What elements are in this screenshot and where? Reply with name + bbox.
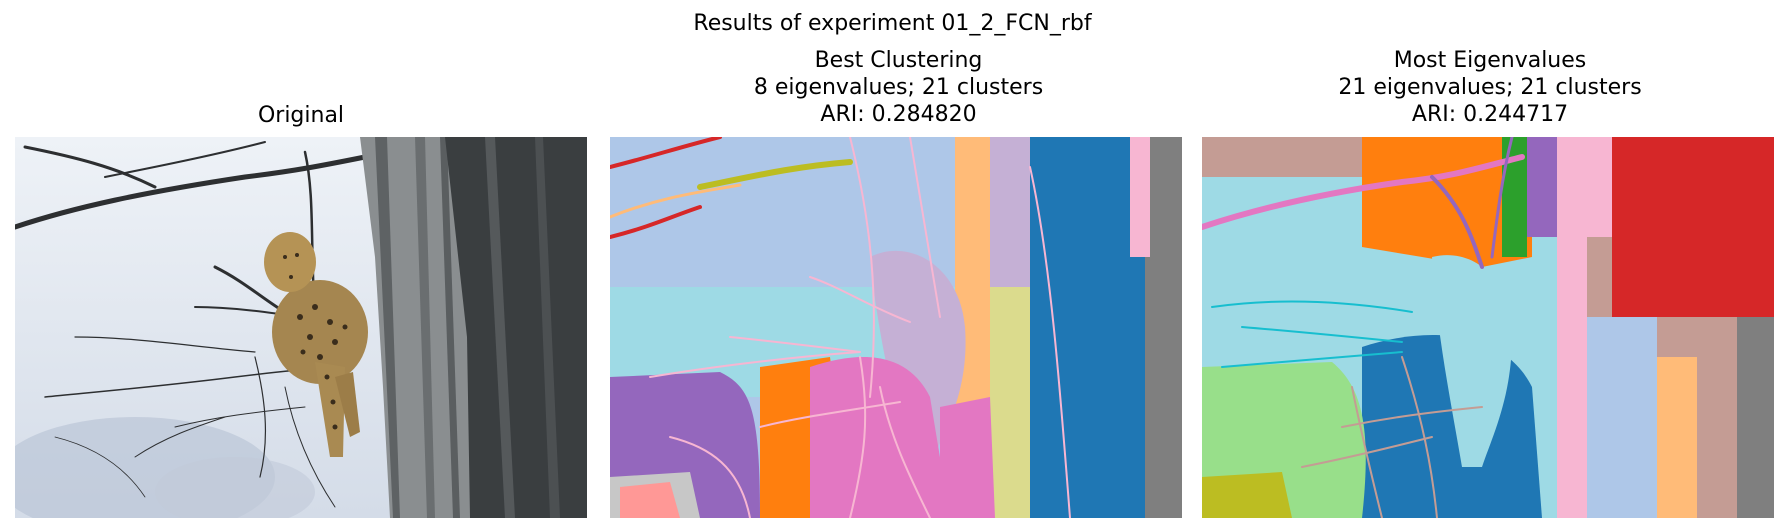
panel-title-line: Best Clustering [814, 48, 983, 73]
panel-title-line: 21 eigenvalues; 21 clusters [1338, 75, 1642, 100]
panel-title-line: Original [257, 103, 345, 128]
panel-title-line: ARI: 0.284820 [820, 102, 977, 127]
panel-original: Original [0, 0, 602, 532]
figure-title: Results of experiment 01_2_FCN_rbf [693, 11, 1092, 36]
panel-title-best: Best Clustering 8 eigenvalues; 21 cluste… [602, 47, 1195, 128]
panel-title-line: Most Eigenvalues [1393, 48, 1587, 73]
most-eigenvalues-image [1202, 137, 1774, 518]
best-clustering-image [610, 137, 1182, 518]
panel-title-line: ARI: 0.244717 [1411, 102, 1569, 127]
panel-title-original: Original [0, 102, 602, 129]
panel-title-line: 8 eigenvalues; 21 clusters [753, 75, 1044, 100]
panel-title-most: Most Eigenvalues 21 eigenvalues; 21 clus… [1195, 47, 1785, 128]
original-image [15, 137, 587, 518]
panel-best-clustering: Best Clustering 8 eigenvalues; 21 cluste… [602, 0, 1195, 532]
panel-most-eigenvalues: Most Eigenvalues 21 eigenvalues; 21 clus… [1195, 0, 1785, 532]
